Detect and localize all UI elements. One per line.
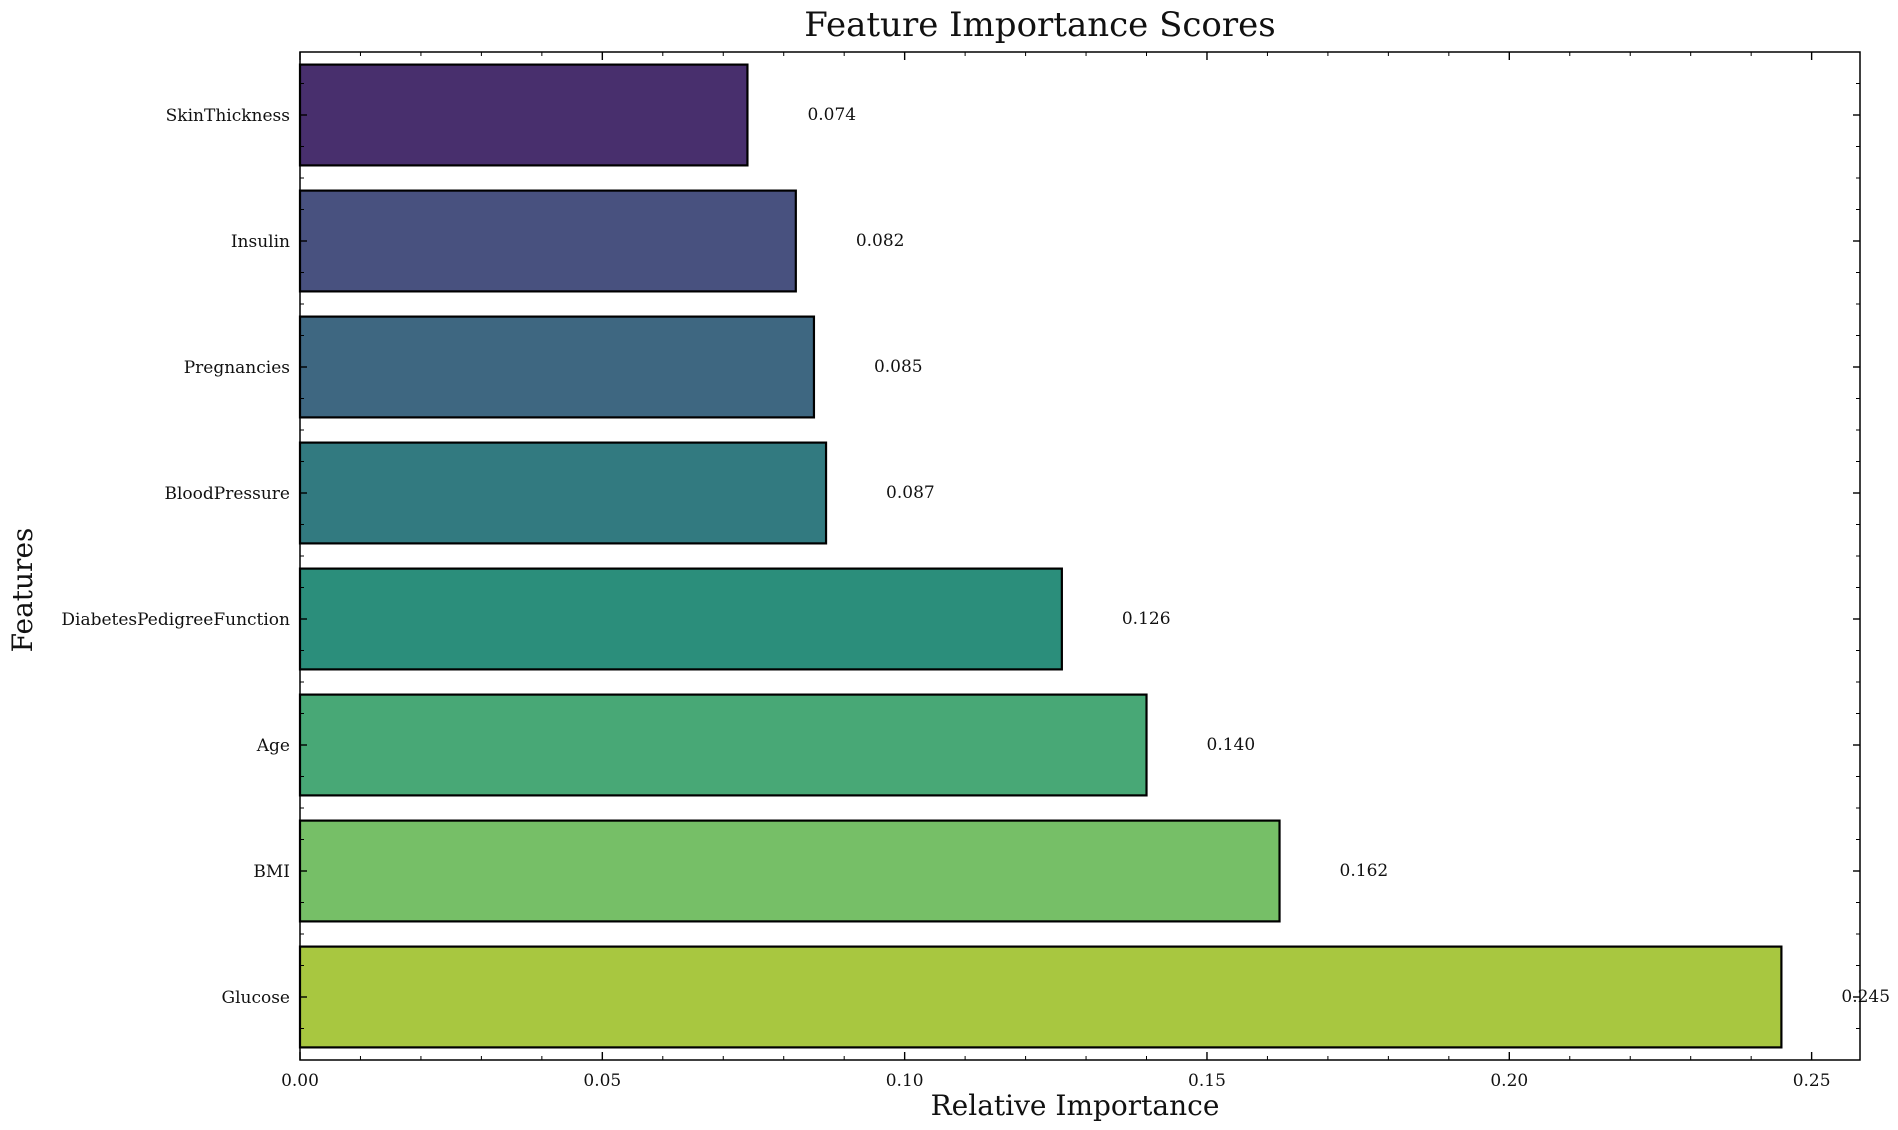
bar: [298, 315, 816, 419]
data-label: 0.082: [856, 231, 905, 251]
y-tick-label: Age: [256, 736, 290, 756]
data-label: 0.085: [874, 357, 923, 377]
bar: [298, 63, 749, 167]
data-label: 0.245: [1841, 987, 1890, 1007]
y-tick-label: Insulin: [231, 232, 290, 252]
plot-area: SkinThickness 0.074 Insulin 0.082 Pregnancie…: [61, 51, 1890, 1091]
data-label: 0.074: [807, 105, 856, 125]
y-tick-label: DiabetesPedigreeFunction: [61, 610, 290, 630]
bar: [298, 819, 1281, 923]
y-tick-label: BloodPressure: [165, 484, 291, 504]
x-tick-label: 0.25: [1793, 1071, 1831, 1091]
y-tick-label: SkinThickness: [166, 106, 290, 126]
data-label: 0.126: [1122, 609, 1171, 629]
y-tick-label: Pregnancies: [184, 358, 290, 378]
data-label: 0.087: [886, 483, 935, 503]
plot-frame: [299, 51, 1861, 1061]
data-label: 0.162: [1340, 861, 1389, 881]
x-tick-label: 0.00: [281, 1071, 319, 1091]
y-tick-label: Glucose: [221, 988, 290, 1008]
x-tick-label: 0.10: [886, 1071, 924, 1091]
x-tick-label: 0.15: [1188, 1071, 1226, 1091]
x-axis-label: Relative Importance: [931, 1089, 1220, 1122]
bar: [298, 693, 1148, 797]
y-tick-label: BMI: [253, 862, 290, 882]
bar: [298, 441, 828, 545]
bar: [298, 945, 1783, 1049]
data-label: 0.140: [1207, 735, 1256, 755]
x-tick-label: 0.05: [583, 1071, 621, 1091]
y-axis-label: Features: [6, 528, 39, 653]
x-tick-label: 0.20: [1490, 1071, 1528, 1091]
chart-title: Feature Importance Scores: [804, 5, 1275, 45]
bar: [298, 189, 797, 293]
bar: [298, 567, 1063, 671]
